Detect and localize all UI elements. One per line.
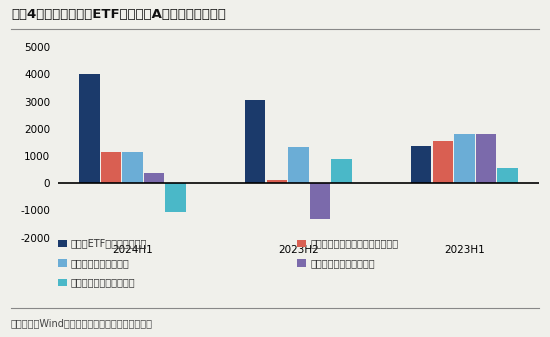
Text: 北上资金净流入（亿元）: 北上资金净流入（亿元） — [310, 258, 375, 268]
Bar — [79, 74, 100, 183]
Text: 偏股基金发行（亿元）: 偏股基金发行（亿元） — [71, 258, 130, 268]
Bar — [432, 141, 453, 183]
Bar — [331, 159, 352, 183]
Bar — [122, 152, 142, 183]
Bar — [288, 147, 309, 183]
Text: 两融资金净流入（亿元）: 两融资金净流入（亿元） — [71, 277, 135, 287]
Bar — [454, 134, 475, 183]
Bar — [476, 134, 496, 183]
Bar — [245, 100, 266, 183]
Bar — [497, 168, 518, 183]
Bar — [101, 152, 121, 183]
Bar — [166, 183, 186, 212]
Text: 资料来源：Wind，兴业证券经济与金融研究院整理: 资料来源：Wind，兴业证券经济与金融研究院整理 — [11, 318, 153, 329]
Text: 股票型ETF净流入（亿元）: 股票型ETF净流入（亿元） — [71, 238, 147, 248]
Bar — [267, 181, 287, 183]
Bar — [411, 146, 431, 183]
Bar — [310, 183, 330, 218]
Text: 图表4、今年上半年，ETF与保险是A股市场的主导增量: 图表4、今年上半年，ETF与保险是A股市场的主导增量 — [11, 8, 226, 22]
Bar — [144, 173, 164, 183]
Text: 险资股票及基金规模变动（亿元）: 险资股票及基金规模变动（亿元） — [310, 238, 398, 248]
